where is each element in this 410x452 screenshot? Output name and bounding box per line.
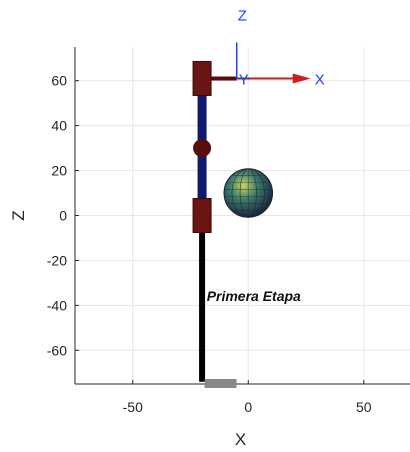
elbow-joint (193, 139, 212, 158)
z-tick-label: -20 (47, 252, 67, 268)
base-joint (192, 198, 212, 233)
z-tick-label: 40 (51, 118, 67, 134)
robot-arm (192, 60, 274, 388)
stage-annotation: Primera Etapa (207, 288, 301, 304)
x-axis-label: X (235, 430, 246, 449)
axes-frame (74, 47, 410, 385)
x-tick-label: 0 (244, 399, 252, 415)
frame-y-label: Y (239, 71, 249, 88)
z-tick-label: 60 (51, 73, 67, 89)
sphere-meridian-line (231, 168, 265, 218)
top-joint (192, 60, 212, 96)
z-tick-label: -40 (47, 297, 67, 313)
coordinate-frame: X Y Z (235, 7, 325, 88)
z-axis-label: Z (9, 210, 28, 220)
frame-x-arrowhead (292, 73, 311, 84)
x-tick-label: -50 (123, 399, 143, 415)
frame-x-label: X (315, 71, 325, 88)
z-tick-label: -60 (47, 342, 67, 358)
base-plate (204, 379, 237, 388)
z-tick-label: 20 (51, 163, 67, 179)
z-tick-label: 0 (59, 208, 67, 224)
x-tick-label: 50 (356, 399, 372, 415)
tick-labels: 60 40 20 0 -20 -40 -60 -50 0 50 (47, 73, 372, 415)
frame-z-label: Z (238, 7, 247, 24)
